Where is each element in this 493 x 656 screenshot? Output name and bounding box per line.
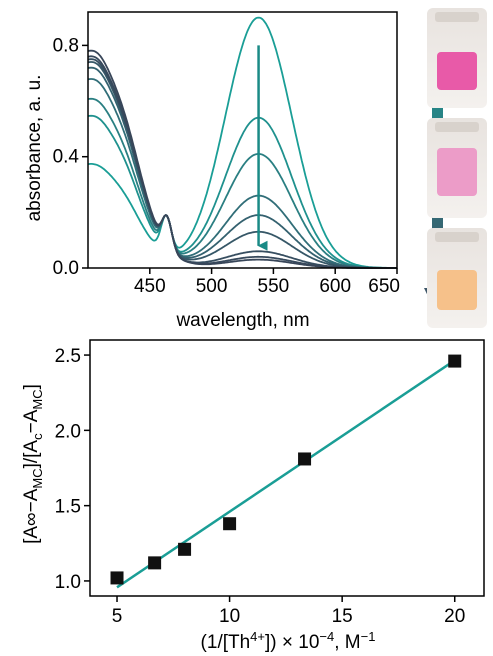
ratio-x-tick-label: 5 [112, 606, 123, 627]
linear-fit-line [116, 359, 456, 589]
spectra-x-tick-label: 650 [368, 276, 400, 297]
ratio-scatter-chart: 5 10 15 20 1.0 1.5 2.0 2.5 [A∞−AMC]/[Ac−AMC] (1… [21, 339, 485, 653]
spectra-x-tick-label: 600 [319, 276, 351, 297]
spectra-x-tick-label: 450 [134, 276, 166, 297]
spectra-y-tick-label: 0.0 [53, 258, 79, 279]
ratio-y-tick-label: 1.0 [55, 572, 81, 593]
ratio-x-tick-label: 20 [444, 606, 465, 627]
ratio-axes: 5 10 15 20 1.0 1.5 2.0 2.5 [55, 339, 485, 627]
light-pink-vial-liquid [437, 148, 477, 196]
scatter-points-group [110, 354, 462, 585]
fit-line [116, 359, 456, 589]
data-point-4 [223, 517, 237, 531]
ratio-y-tick-label: 2.5 [55, 346, 81, 367]
ratio-y-axis-label: [A∞−AMC]/[Ac−AMC] [21, 384, 45, 544]
spectra-series-group [87, 16, 397, 269]
data-point-6 [448, 354, 462, 368]
spectra-x-tick-label: 550 [258, 276, 290, 297]
data-point-1 [110, 571, 124, 585]
spectra-plot-frame [87, 11, 398, 269]
spectrum-line-3 [87, 97, 397, 269]
spectra-axes: 450 500 550 600 650 0.0 0.4 0.8 [53, 11, 400, 297]
data-point-2 [148, 556, 162, 570]
ratio-x-axis-label: (1/[Th4+]) × 10−4, M−1 [201, 629, 376, 653]
ratio-y-tick-label: 1.5 [55, 497, 81, 518]
absorbance-spectra-chart: 450 500 550 600 650 0.0 0.4 0.8 absorbance, a. … [24, 11, 400, 331]
spectra-x-tick-label: 500 [196, 276, 228, 297]
data-point-3 [178, 542, 192, 556]
spectra-y-axis-label: absorbance, a. u. [24, 75, 45, 222]
orange-vial [427, 228, 487, 328]
pink-vial [427, 8, 487, 108]
ratio-x-tick-label: 15 [332, 606, 353, 627]
pink-vial-liquid [437, 52, 477, 90]
spectra-y-tick-label: 0.4 [53, 147, 80, 168]
ratio-x-tick-label: 10 [219, 606, 240, 627]
spectrum-line-2 [87, 114, 397, 269]
spectra-y-tick-label: 0.8 [53, 35, 79, 56]
ratio-y-tick-label: 2.0 [55, 421, 81, 442]
light-pink-vial [427, 118, 487, 218]
ratio-plot-frame [89, 339, 485, 597]
orange-vial-liquid [437, 270, 477, 310]
spectra-x-axis-label: wavelength, nm [175, 310, 309, 331]
data-point-5 [298, 452, 312, 466]
spectrum-line-1 [87, 16, 397, 269]
